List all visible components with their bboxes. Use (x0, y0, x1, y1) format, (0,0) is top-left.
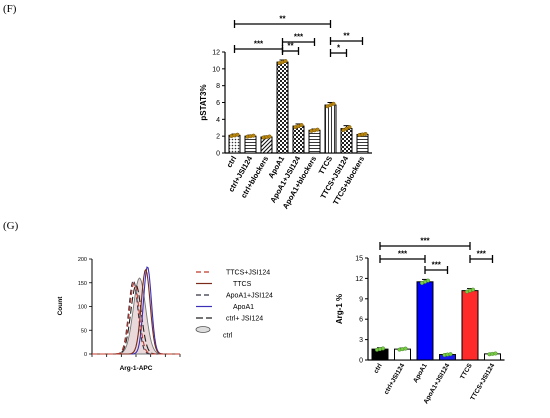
data-point (331, 101, 336, 106)
significance-label: *** (294, 33, 304, 42)
x-tick-label: ctrl (373, 362, 384, 374)
x-tick-label: TTCS (459, 362, 474, 381)
significance-label: * (337, 44, 341, 53)
y-axis-label: Count (57, 296, 64, 316)
significance-label: *** (477, 250, 487, 259)
significance-label: *** (420, 237, 430, 246)
y-tick-label: 50 (81, 328, 87, 334)
y-tick-label: 100 (78, 305, 87, 311)
legend-swatch (195, 326, 211, 333)
y-tick-label: 8 (216, 83, 220, 90)
y-axis-label: pSTAT3% (199, 84, 208, 120)
bar-ttcs-jsi124 (340, 128, 353, 154)
significance-label: *** (254, 40, 264, 49)
data-point (426, 278, 431, 283)
y-tick-label: 6 (216, 100, 220, 107)
bar-apoa1-blockers (308, 129, 321, 154)
chart-g-histogram: 0 50 100 150 200 Count Arg-1-APC TTCS+JSI124 TTC… (57, 257, 273, 372)
data-point (315, 127, 320, 132)
y-tick-label: 3 (359, 337, 363, 344)
bar-ctrl-blockers (260, 136, 273, 154)
y-tick-label: 9 (359, 296, 363, 303)
data-point (471, 287, 476, 292)
y-tick-label: 4 (216, 117, 220, 124)
data-point (267, 134, 272, 139)
bar-ctrl-jsi124 (244, 135, 257, 154)
x-tick-label: ctrl+JSI124 (383, 362, 407, 396)
bar-ttcs (324, 104, 337, 154)
legend-label: TTCS+JSI124 (226, 270, 270, 277)
data-point (363, 131, 368, 136)
y-tick-label: 6 (359, 317, 363, 324)
y-tick-label: 0 (359, 358, 363, 365)
bar-ctrl (228, 134, 241, 154)
data-point (251, 133, 256, 138)
bar-apoa1 (276, 61, 289, 154)
y-tick-label: 150 (78, 281, 87, 287)
y-tick-label: 12 (355, 276, 363, 283)
significance-label: ** (279, 15, 286, 24)
chart-f: 024681012pSTAT3%ctrlctrl+JSI124ctrl+bloc… (199, 15, 372, 210)
y-axis-label: Arg-1 % (335, 294, 344, 324)
x-tick-label: ctrl (225, 155, 239, 170)
data-point (381, 346, 386, 351)
y-tick-label: 10 (212, 66, 220, 73)
significance-label: *** (432, 261, 442, 270)
bar-apoa1-jsi124 (292, 125, 305, 154)
panel-f-label: (F) (3, 3, 17, 15)
panel-g-label: (G) (3, 220, 19, 232)
histogram-curve (92, 268, 180, 355)
data-point (283, 59, 288, 64)
bar-ttcs-blockers (356, 133, 369, 154)
y-tick-label: 15 (355, 256, 363, 263)
legend-label: ctrl (223, 333, 233, 340)
legend-label: ctrl+ JSI124 (226, 316, 263, 323)
data-point (493, 351, 498, 356)
y-tick-label: 2 (216, 134, 220, 141)
x-tick-label: ApoA1 (412, 362, 429, 384)
significance-label: ** (343, 32, 350, 41)
y-tick-label: 12 (212, 50, 220, 57)
bar-ttcs (461, 290, 479, 361)
significance-label: *** (398, 250, 408, 259)
data-point (299, 123, 304, 128)
legend-label: ApoA1 (233, 304, 254, 311)
y-tick-label: 0 (216, 151, 220, 158)
y-tick-label: 200 (78, 257, 87, 263)
histogram-curve (92, 282, 180, 355)
data-point (347, 125, 352, 130)
x-axis-label: Arg-1-APC (120, 365, 153, 372)
data-point (235, 132, 240, 137)
data-point (448, 352, 453, 357)
data-point (403, 346, 408, 351)
x-tick-label: TTCS+JSI124 (469, 362, 496, 402)
legend-label: ApoA1+JSI124 (226, 293, 273, 300)
bar-apoa1 (416, 281, 434, 361)
legend-label: TTCS (233, 281, 252, 288)
significance-label: ** (287, 42, 294, 51)
y-tick-label: 0 (84, 352, 87, 358)
